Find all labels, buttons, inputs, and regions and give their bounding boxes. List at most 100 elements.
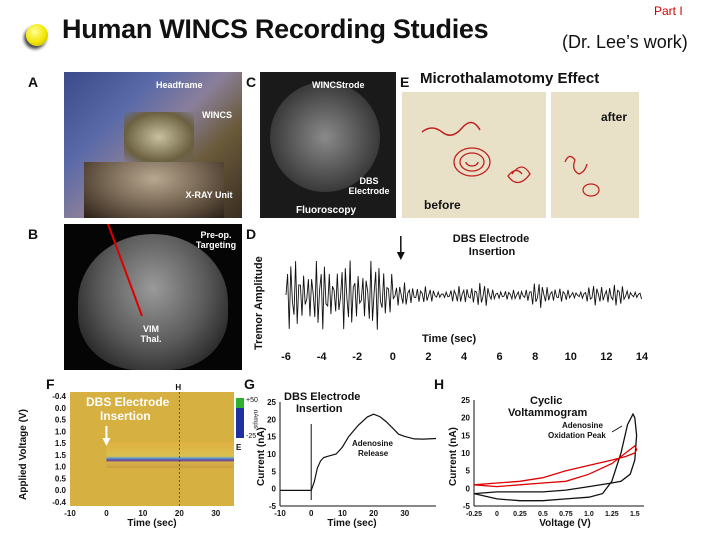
chart-f-annotation-line1: DBS Electrode: [86, 395, 170, 409]
chart-h-ytick-label: -5: [463, 502, 471, 511]
panel-f-letter: F: [46, 376, 55, 392]
chart-g-current: -5 0 5 10 15 20 25 -10 0 10 20 30 Time (sec) Current …: [256, 391, 437, 529]
chart-d-xtick-label: 6: [497, 351, 503, 363]
chart-d-xtick-label: 8: [532, 351, 538, 363]
chart-f-heatmap-response-band: [106, 442, 234, 468]
chart-f-colorbar: [236, 398, 244, 438]
panel-e-after-label: after: [601, 110, 628, 124]
chart-f-xtick-label: 30: [211, 509, 220, 518]
chart-f-marker-top: H: [175, 383, 181, 392]
chart-g-annotation2-line2: Release: [358, 449, 389, 458]
panel-a-letter: A: [28, 74, 39, 90]
chart-g-xtick-label: 0: [309, 509, 314, 518]
chart-f-xtick-label: -10: [64, 509, 76, 518]
panel-e-before-label: before: [424, 198, 461, 212]
chart-f-xtick-label: 0: [104, 509, 109, 518]
chart-d-xtick-label: 0: [390, 351, 396, 363]
slide-subtitle: (Dr. Lee’s work): [562, 32, 688, 52]
panel-d-letter: D: [246, 226, 257, 242]
chart-h-xtick-label: 0: [495, 511, 499, 518]
chart-h-xtick-label: 0.75: [559, 511, 573, 518]
chart-d-ylabel: Tremor Amplitude: [253, 256, 265, 350]
panel-e-title: Microthalamotomy Effect: [420, 70, 600, 87]
chart-g-xtick-label: 30: [400, 509, 409, 518]
chart-g-xtick-label: 20: [369, 509, 378, 518]
chart-f-colorbar-top-label: +50: [246, 397, 258, 404]
chart-f-ytick-label: 0.5: [55, 416, 67, 425]
panel-c-letter: C: [246, 74, 257, 90]
chart-g-xtick-label: 10: [338, 509, 347, 518]
chart-h-ytick-label: 20: [461, 414, 470, 423]
chart-h-annotation-line1: Adenosine: [562, 421, 603, 430]
chart-g-xtick-label: -10: [274, 509, 286, 518]
chart-f-annotation-arrowhead: [102, 438, 111, 446]
chart-h-voltammogram: -5 0 5 10 15 20 25 -0.25 0 0.25 0.5 0.75 1.0 1.25 1.5 V…: [448, 395, 644, 529]
panel-a-equipment-shape: [124, 112, 194, 162]
chart-f-xtick-label: 10: [138, 509, 147, 518]
chart-f-ytick-label: 1.0: [55, 463, 67, 472]
chart-f-heatmap: +50 -25 nAmps H E -0.4 0.0 0.5 1.0 1.5 1.5 1.0 0.5 0.…: [18, 383, 258, 529]
chart-f-xtick-label: 20: [175, 509, 184, 518]
chart-f-ytick-label: 1.5: [55, 439, 67, 448]
chart-f-annotation-line2: Insertion: [100, 409, 151, 423]
chart-g-current-trace: [280, 413, 437, 491]
chart-h-annotation-pointer: [611, 425, 623, 433]
chart-d-annotation-arrowhead: [396, 252, 405, 260]
chart-f-ytick-label: 0.0: [55, 486, 67, 495]
chart-g-annotation1-line1: DBS Electrode: [284, 391, 360, 403]
chart-f-ytick-label: 0.5: [55, 474, 67, 483]
chart-f-ytick-label: -0.4: [52, 498, 66, 507]
chart-d-xtick-label: -4: [317, 351, 328, 363]
chart-h-xtick-label: 1.25: [605, 511, 619, 518]
chart-f-xlabel: Time (sec): [127, 518, 176, 529]
chart-f-ylabel: Applied Voltage (V): [18, 409, 29, 500]
chart-d-annotation-line2: Insertion: [469, 246, 516, 258]
chart-h-xtick-label: 0.25: [513, 511, 527, 518]
chart-g-ytick-label: 15: [267, 433, 276, 442]
slide-bullet-icon: [26, 24, 48, 46]
panel-c-dbs-label: DBS Electrode: [348, 176, 390, 196]
part-label: Part I: [654, 4, 683, 18]
chart-g-ytick-label: 0: [272, 485, 277, 494]
chart-d-annotation-line1: DBS Electrode: [453, 233, 529, 245]
chart-d-xtick-label: 12: [600, 351, 612, 363]
panel-c-wincstrode-label: WINCStrode: [312, 80, 365, 90]
panel-g-letter: G: [244, 376, 255, 392]
chart-f-ytick-label: -0.4: [52, 392, 66, 401]
chart-h-ylabel: Current (nA): [448, 427, 459, 486]
panel-a-xray-label: X-RAY Unit: [185, 190, 233, 200]
panel-a-headframe-label: Headframe: [156, 80, 203, 90]
chart-d-tremor-trace: [285, 260, 643, 330]
chart-d-xtick-label: 14: [636, 351, 649, 363]
chart-f-colorbar-label: nAmps: [252, 410, 258, 429]
chart-h-series-2: [473, 444, 638, 488]
panel-a-wincs-label: WINCS: [202, 110, 232, 120]
panel-c-fluoroscopy-image: WINCStrode DBS Electrode Fluoroscopy: [260, 72, 396, 218]
chart-g-xlabel: Time (sec): [327, 518, 376, 529]
panel-c-fluoroscopy-label: Fluoroscopy: [296, 205, 357, 216]
chart-g-annotation1-line2: Insertion: [296, 403, 343, 415]
chart-h-series-1: [473, 412, 638, 502]
chart-f-ytick-label: 1.0: [55, 427, 67, 436]
panel-c-fluoro-field: [270, 82, 380, 192]
chart-g-annotation2-line1: Adenosine: [352, 439, 393, 448]
chart-f-ytick-label: 1.5: [55, 451, 67, 460]
panel-e-after-spiral: [564, 155, 600, 197]
chart-f-colorbar-bottom-label: -25: [246, 433, 256, 440]
chart-f-ytick-label: 0.0: [55, 404, 67, 413]
chart-h-ytick-label: 25: [461, 396, 470, 405]
panel-a-drape-shape: [84, 162, 224, 218]
chart-g-ytick-label: -5: [269, 502, 277, 511]
chart-h-ytick-label: 15: [461, 431, 470, 440]
chart-g-ylabel: Current (nA): [256, 427, 267, 486]
chart-h-title-line1: Cyclic: [530, 395, 562, 407]
chart-d-xtick-label: 10: [565, 351, 577, 363]
panel-e-after-photo: after: [551, 92, 639, 218]
panel-b-letter: B: [28, 226, 39, 242]
chart-d-tremor: -6 -4 -2 0 2 4 6 8 10 12 14 Time (sec) Tremor Amplit…: [253, 233, 649, 363]
panel-b-vim-label: VIM Thal.: [140, 324, 162, 344]
panel-e-letter: E: [400, 74, 410, 90]
chart-f-colorbar-top: [236, 398, 244, 408]
panel-b-preop-label: Pre-op. Targeting: [195, 230, 237, 250]
chart-h-annotation-line2: Oxidation Peak: [548, 431, 606, 440]
